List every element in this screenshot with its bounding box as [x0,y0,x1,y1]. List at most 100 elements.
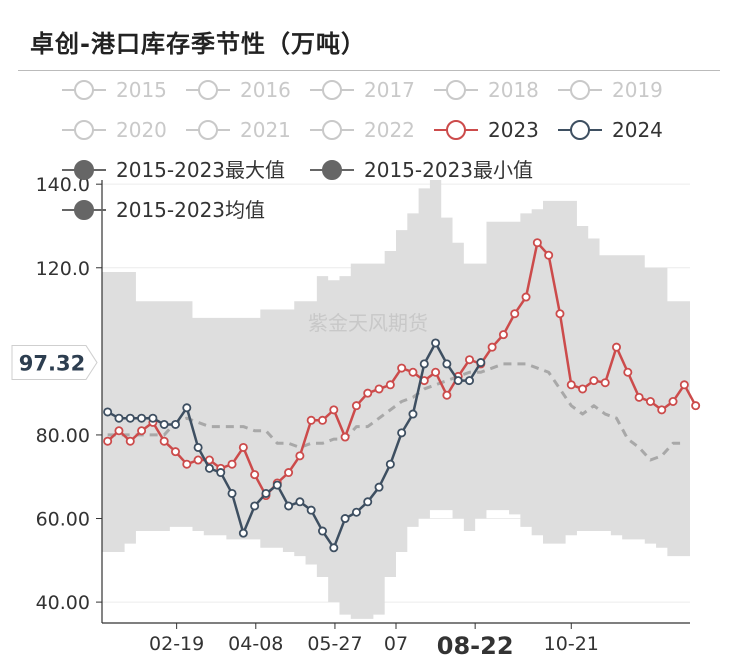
s2023-point-29 [431,367,441,377]
current-value-callout: 97.32 [11,345,98,381]
x-axis-ticks: 02-19 04-08 05-27 07 08-22 10-21 [149,623,599,660]
current-value-label: 97.32 [19,352,85,376]
s2023-point-49 [657,405,667,415]
page-title: 卓创-港口库存季节性（万吨） [30,30,366,58]
s2023-point-2 [125,436,135,446]
y-tick-label-1: 60.00 [36,509,90,531]
s2023-point-25 [385,380,395,390]
s2024-point-32 [464,376,474,386]
s2024-path [107,341,482,550]
s2024-point-4 [148,413,158,423]
x-tick-label-3: 07 [384,633,408,655]
s2023-point-44 [600,378,610,388]
circle-line-icon [310,80,354,100]
legend-label: 2022 [364,118,415,142]
s2024-point-12 [238,528,248,538]
x-tick-label-1: 04-08 [228,633,283,655]
s2023-point-42 [578,384,588,394]
s2024-point-7 [182,403,192,413]
s2024-point-33 [476,358,486,368]
s2024-point-23 [363,497,373,507]
s2024-point-6 [170,419,180,429]
s2024-point-11 [227,488,237,498]
s2024-point-27 [408,409,418,419]
s2024-point-28 [419,359,429,369]
circle-line-icon [186,120,230,140]
s2024-point-21 [340,514,350,524]
s2023-point-19 [317,415,327,425]
s2023-point-21 [340,432,350,442]
s2023-point-51 [679,380,689,390]
circle-line-icon [310,120,354,140]
s2023-point-20 [329,405,339,415]
s2024-point-17 [295,497,305,507]
y-tick-label-4: 140.0 [36,174,90,196]
series-2024-line [103,338,486,553]
s2023-point-23 [363,388,373,398]
s2023-point-27 [408,367,418,377]
s2023-point-43 [589,376,599,386]
s2023-point-30 [442,390,452,400]
s2023-point-40 [555,309,565,319]
s2023-point-12 [238,442,248,452]
y-tick-label-2: 80.00 [36,425,90,447]
s2023-point-39 [544,250,554,260]
current-value-box [11,345,98,381]
s2023-point-36 [510,309,520,319]
s2023-point-47 [634,392,644,402]
s2024-point-1 [114,413,124,423]
legend-label: 2015-2023均值 [116,198,266,222]
series-2023-line [103,238,701,501]
s2024-point-0 [103,407,113,417]
circle-line-icon [186,80,230,100]
s2024-point-16 [284,501,294,511]
legend-label: 2024 [612,118,663,142]
circle-line-icon [558,120,602,140]
s2024-point-26 [397,428,407,438]
s2023-point-48 [645,396,655,406]
s2023-point-11 [227,459,237,469]
s2024-point-5 [159,419,169,429]
filled-circle-line-icon [62,200,106,220]
s2024-point-31 [453,376,463,386]
s2024-point-18 [306,505,316,515]
s2024-point-29 [431,338,441,348]
s2024-point-3 [137,413,147,423]
s2023-point-35 [498,330,508,340]
circle-line-icon [62,120,106,140]
title-divider [18,70,720,71]
s2023-point-13 [250,470,260,480]
s2023-point-17 [295,451,305,461]
legend-label: 2015-2023最大值 [116,158,286,182]
s2023-point-3 [137,426,147,436]
legend-label: 2015-2023最小值 [364,158,534,182]
s2023-point-0 [103,436,113,446]
s2023-point-46 [623,367,633,377]
s2024-point-19 [317,526,327,536]
series-avg-line [107,362,685,462]
s2024-point-20 [329,543,339,553]
legend-label: 2019 [612,78,663,102]
legend-label: 2017 [364,78,415,102]
s2023-point-52 [691,401,701,411]
legend-label: 2021 [240,118,291,142]
s2024-point-25 [385,459,395,469]
s2023-point-32 [464,355,474,365]
s2024-point-15 [272,480,282,490]
watermark-text: 紫金天风期货 [308,311,428,335]
s2023-point-50 [668,396,678,406]
max-min-band [102,180,690,619]
legend-label: 2018 [488,78,539,102]
filled-circle-line-icon [62,160,106,180]
legend-label: 2020 [116,118,167,142]
s2023-point-1 [114,426,124,436]
s2024-point-2 [125,413,135,423]
s2023-point-8 [193,455,203,465]
s2023-point-41 [566,380,576,390]
circle-line-icon [558,80,602,100]
legend-label: 2023 [488,118,539,142]
y-axis-ticks: 40.00 60.00 80.00 120.0 140.0 [36,174,102,614]
s2023-point-6 [170,447,180,457]
x-tick-label-2: 05-27 [307,633,362,655]
